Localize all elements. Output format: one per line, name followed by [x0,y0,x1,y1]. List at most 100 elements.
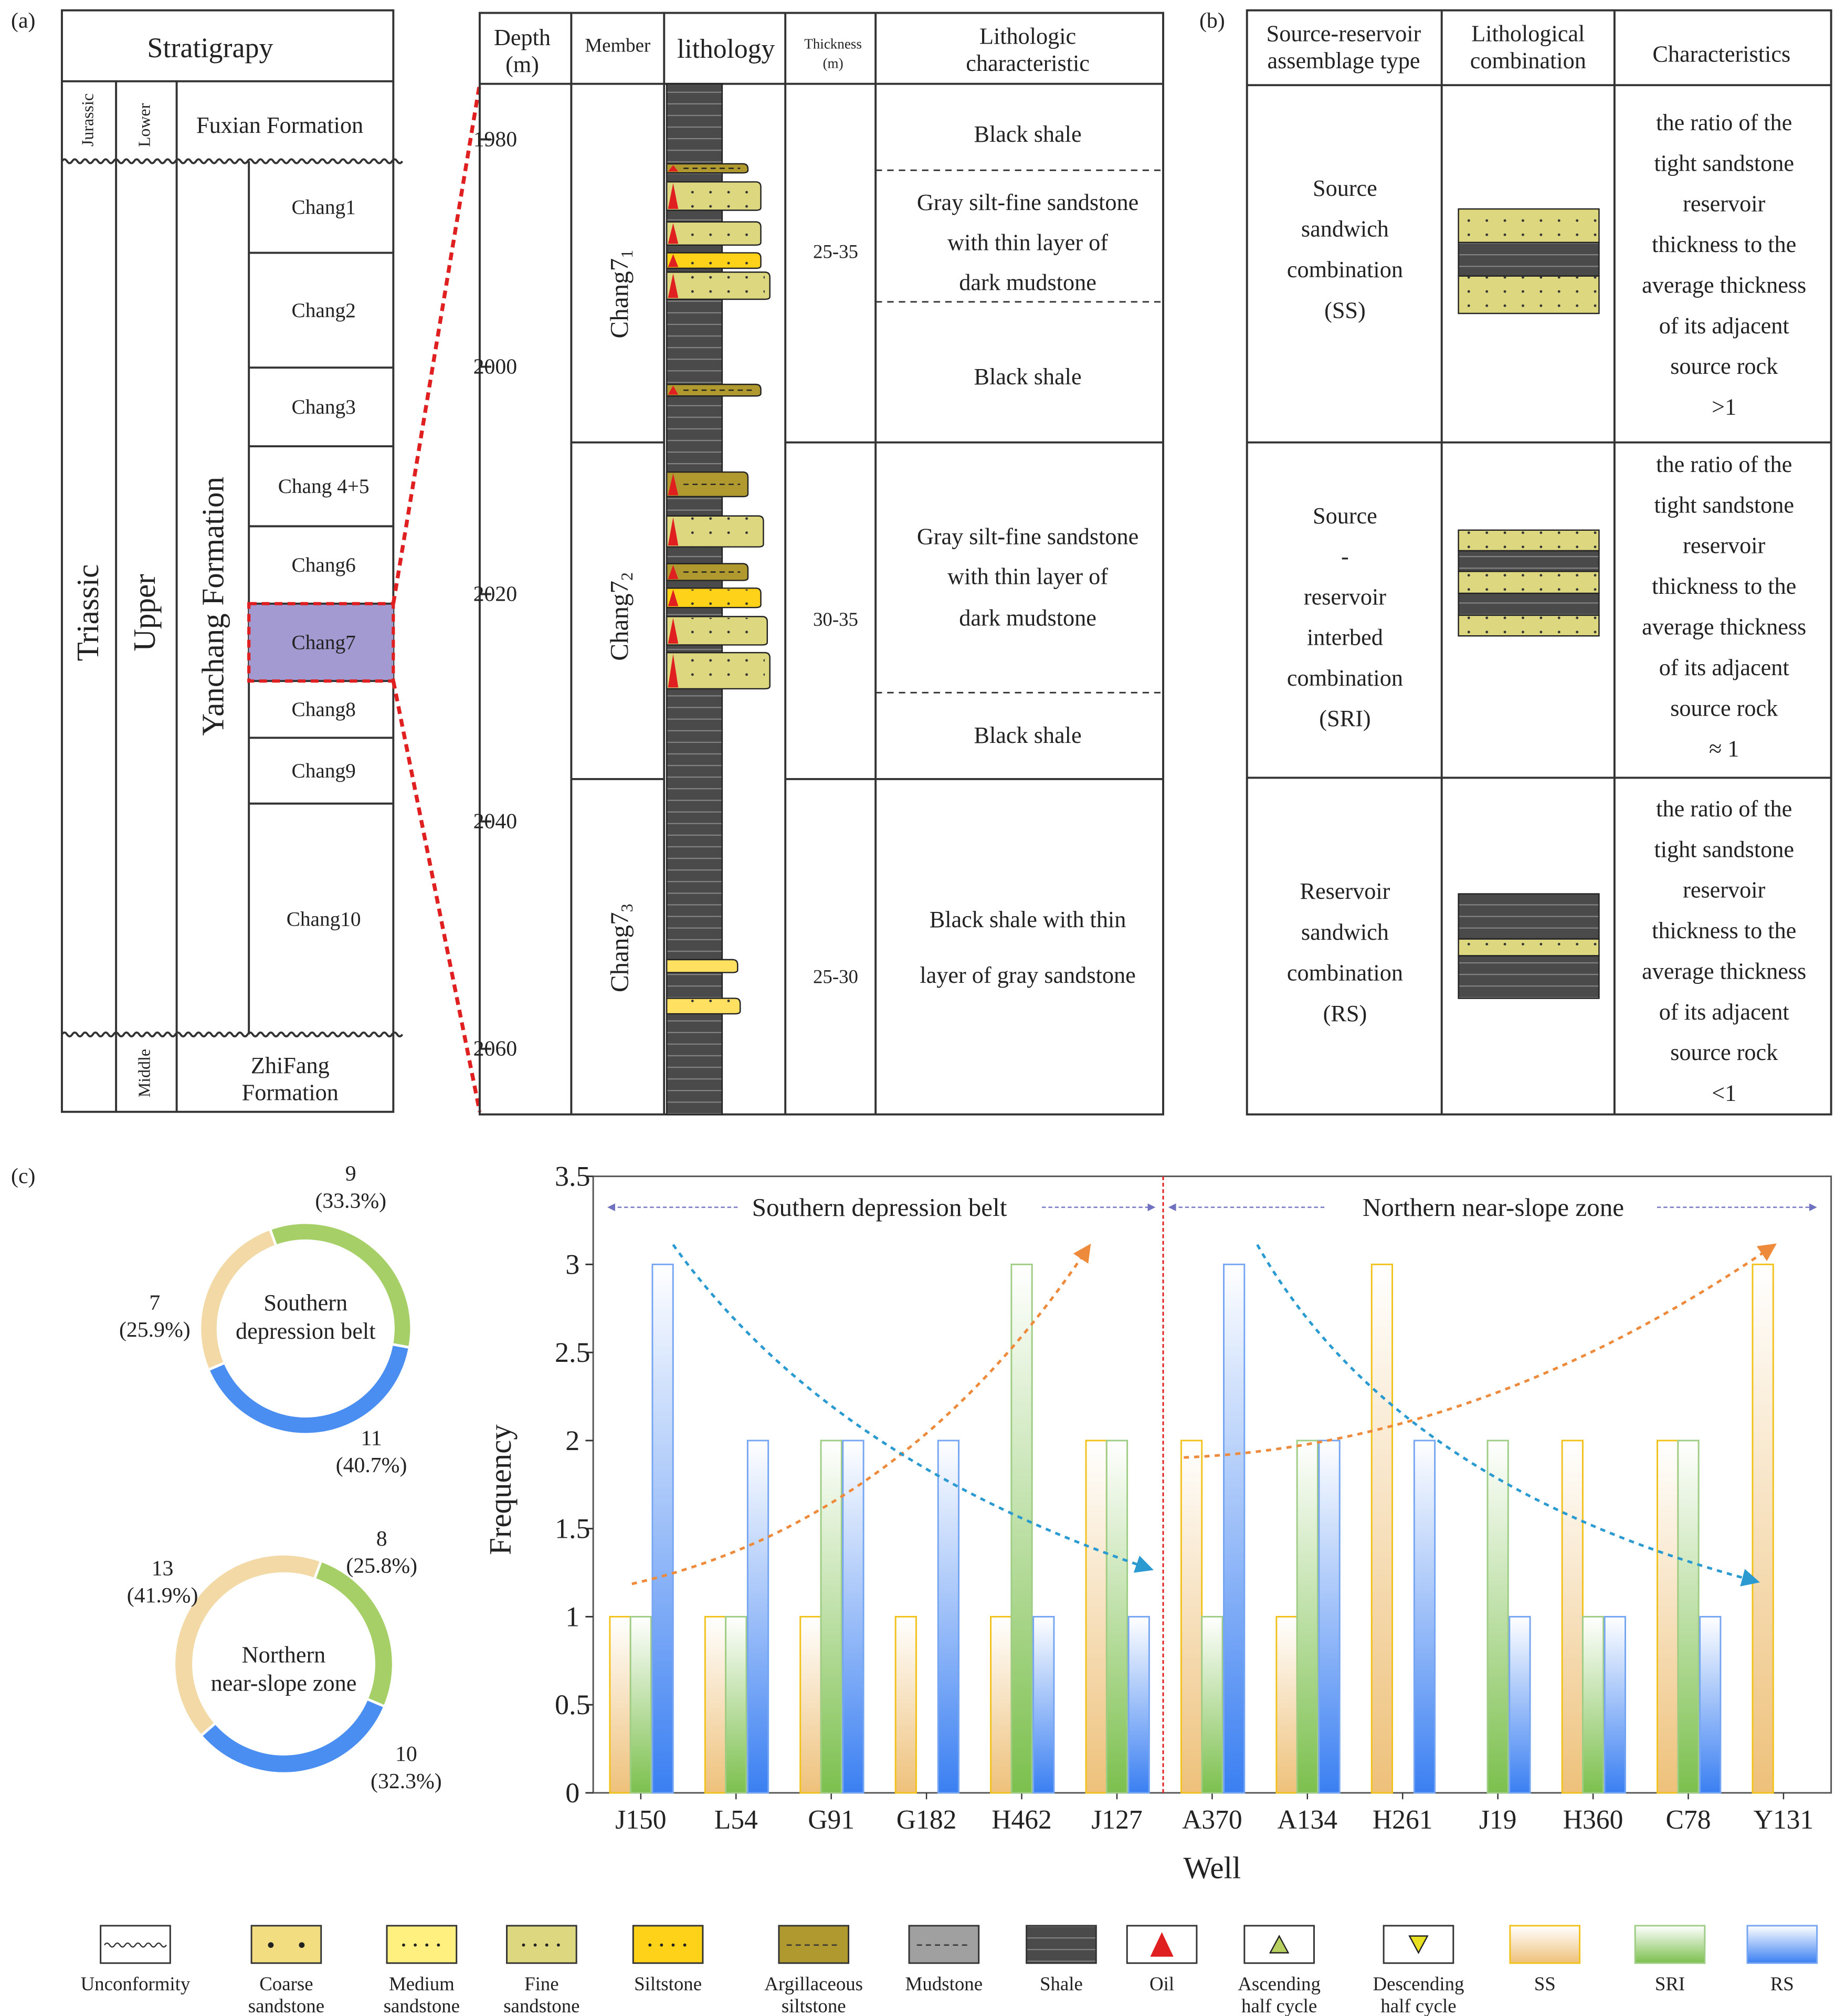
bar [937,1440,959,1794]
y-tick-label: 0 [565,1777,579,1809]
bar [704,1615,727,1794]
y-tick-label: 3 [565,1248,579,1280]
legend-glyph [533,1943,537,1947]
legend-label: RS [1770,1973,1794,1994]
bar [1105,1440,1129,1794]
sand-dots [1461,615,1597,636]
depth-label: 2020 [473,582,517,606]
sand-dots [1461,276,1597,314]
sand-dots [1461,571,1597,594]
bar [746,1440,769,1794]
slice-percent: (25.9%) [119,1318,191,1342]
characteristic: average thickness [1642,958,1806,984]
legend-glyph [414,1943,417,1947]
bar [1604,1615,1626,1794]
label: Source-reservoir [1267,20,1421,46]
label: lithology [677,34,775,64]
characteristic: tight sandstone [1654,836,1794,862]
sand-dots [681,654,765,688]
bar [820,1440,842,1794]
bar [1413,1440,1436,1794]
label: combination [1470,48,1586,74]
oil [668,654,679,688]
member: Chang6 [292,553,356,576]
legend-glyph [556,1943,560,1947]
depth-label: 2000 [473,355,517,379]
characteristic: Gray silt-fine sandstone [917,190,1138,215]
legend-glyph [522,1943,525,1947]
characteristic: Black shale [974,121,1082,147]
bar [629,1615,652,1794]
member: Chang72 [605,572,636,661]
legend-label: Unconformity [81,1973,191,1994]
shale-layer [1458,242,1600,277]
slice-count: 7 [149,1290,160,1315]
characteristic: reservoir [1683,533,1765,559]
slice-percent: (25.8%) [346,1554,417,1578]
donut-title: Southern [263,1290,347,1316]
label: Member [585,35,650,56]
characteristic: the ratio of the [1656,452,1792,477]
bar [1032,1615,1055,1794]
member-name: Chang7 [605,912,634,992]
sand-dots [1461,530,1597,551]
donut-slice [206,1342,412,1436]
slice-count: 13 [152,1556,174,1580]
y-tick-label: 1 [565,1601,579,1632]
characteristic: the ratio of the [1656,796,1792,822]
trend-curve [1184,1243,1777,1459]
donut-slice [199,1697,387,1775]
oil [668,183,679,209]
characteristic: source rock [1670,353,1778,379]
characteristic: <1 [1712,1080,1736,1106]
bar [651,1263,674,1794]
characteristic: thickness to the [1652,918,1796,943]
legend-glyph [402,1943,405,1947]
bar [1010,1263,1033,1794]
formation: Formation [242,1079,339,1105]
slice-percent: (41.9%) [127,1583,198,1608]
chang7-highlight [249,603,394,681]
characteristic: thickness to the [1652,573,1796,599]
legend-label: Oil [1149,1973,1174,1994]
characteristic: with thin layer of [947,564,1108,590]
label: (m) [823,55,843,71]
bar [1201,1615,1224,1794]
sand-dots [681,1000,735,1013]
member-sub: 2 [617,572,636,581]
legend-swatch [506,1925,577,1964]
formation: Yanchang Formation [195,477,230,736]
formation: Fuxian Formation [196,112,363,138]
legend-label: sandstone [503,1995,579,2016]
panel-label: (a) [11,8,35,33]
member: Chang2 [292,299,356,322]
shale-layer [1458,955,1600,999]
legend-swatch [250,1925,322,1964]
legend-label: SS [1534,1973,1556,1994]
assemblage-type: interbed [1307,625,1383,650]
label: Thickness [804,36,862,52]
panel-label: (c) [11,1164,35,1189]
characteristic: with thin layer of [947,229,1108,255]
characteristic: layer of gray sandstone [920,962,1135,988]
sand-dots [681,223,756,244]
bar [1275,1615,1298,1794]
legend-glyph [648,1943,652,1947]
depth-label: 2040 [473,810,517,834]
label: Stratigrapy [147,32,273,64]
characteristic: reservoir [1683,191,1765,217]
shale-layer [1458,592,1600,616]
slice-percent: (32.3%) [371,1769,442,1793]
characteristic: average thickness [1642,614,1806,640]
slice-count: 11 [361,1426,382,1450]
member-name: Chang7 [605,581,634,661]
oil [668,473,679,496]
member: Chang8 [292,698,356,721]
bar [609,1615,631,1794]
chang7-outline [247,602,395,683]
characteristic: Gray silt-fine sandstone [917,524,1138,550]
x-tick-label: A134 [1277,1805,1337,1835]
member: Chang7 [292,631,356,654]
characteristic: thickness to the [1652,232,1796,257]
